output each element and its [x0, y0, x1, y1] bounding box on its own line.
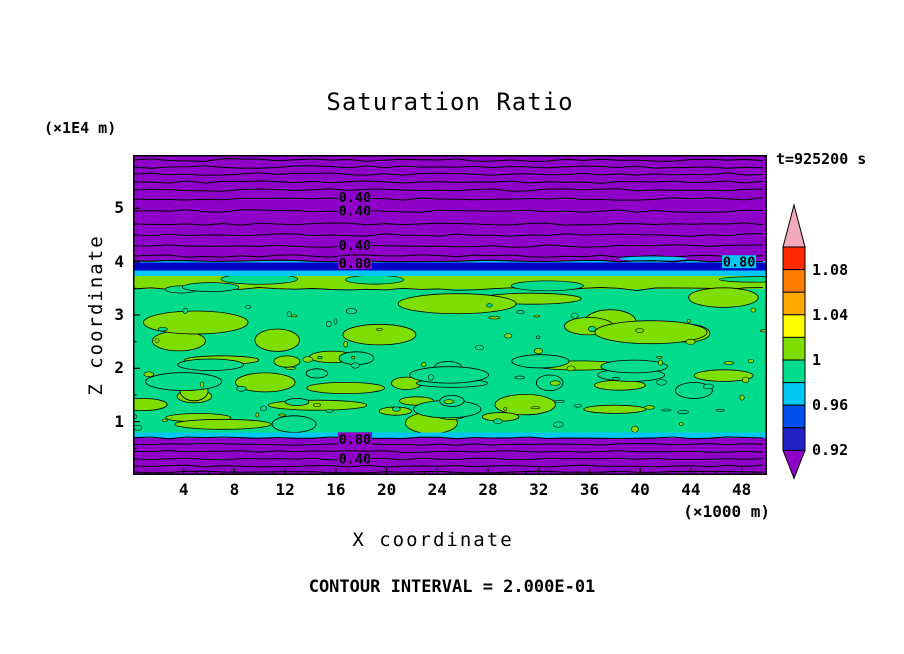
- svg-text:0.80: 0.80: [339, 432, 372, 448]
- x-axis-label: X coordinate: [352, 529, 514, 551]
- svg-text:0.40: 0.40: [339, 238, 372, 254]
- colorbar-tick-label: 0.96: [812, 396, 849, 414]
- x-tick-label: 28: [478, 480, 498, 499]
- y-tick-label: 4: [114, 251, 124, 271]
- x-tick-label: 32: [529, 480, 549, 499]
- svg-text:0.40: 0.40: [339, 204, 372, 220]
- x-tick-label: 20: [376, 480, 397, 499]
- x-tick-label: 8: [229, 480, 240, 499]
- svg-text:0.40: 0.40: [339, 452, 372, 468]
- y-tick-label: 5: [114, 198, 124, 218]
- x-tick-label: 40: [630, 480, 650, 499]
- time-annotation: t=925200 s: [776, 150, 867, 168]
- x-tick-label: 48: [731, 480, 752, 499]
- y-tick-label: 2: [114, 358, 124, 378]
- chart-title: Saturation Ratio: [326, 88, 574, 116]
- svg-text:0.40: 0.40: [339, 190, 372, 206]
- y-tick-label: 3: [114, 305, 124, 324]
- svg-text:0.80: 0.80: [339, 256, 372, 272]
- x-tick-label: 24: [427, 480, 447, 499]
- colorbar: [782, 203, 806, 480]
- colorbar-tick-label: 1: [812, 351, 822, 369]
- colorbar-tick-label: 1.08: [812, 261, 849, 279]
- x-tick-label: 12: [275, 480, 295, 499]
- x-axis-unit: (×1000 m): [683, 502, 770, 521]
- colorbar-tick-label: 0.92: [812, 441, 849, 459]
- contour-interval-note: CONTOUR INTERVAL = 2.000E-01: [308, 577, 596, 597]
- y-tick-label: 1: [114, 411, 124, 431]
- x-tick-label: 36: [579, 480, 600, 499]
- x-tick-label: 16: [326, 480, 346, 499]
- x-tick-label: 44: [681, 480, 701, 499]
- svg-text:0.80: 0.80: [723, 255, 756, 271]
- contour-field: 0.400.400.400.80 0.800.800.40: [133, 155, 767, 475]
- x-tick-label: 4: [178, 480, 189, 499]
- y-axis-unit: (×1E4 m): [44, 119, 117, 137]
- colorbar-tick-label: 1.04: [812, 306, 849, 324]
